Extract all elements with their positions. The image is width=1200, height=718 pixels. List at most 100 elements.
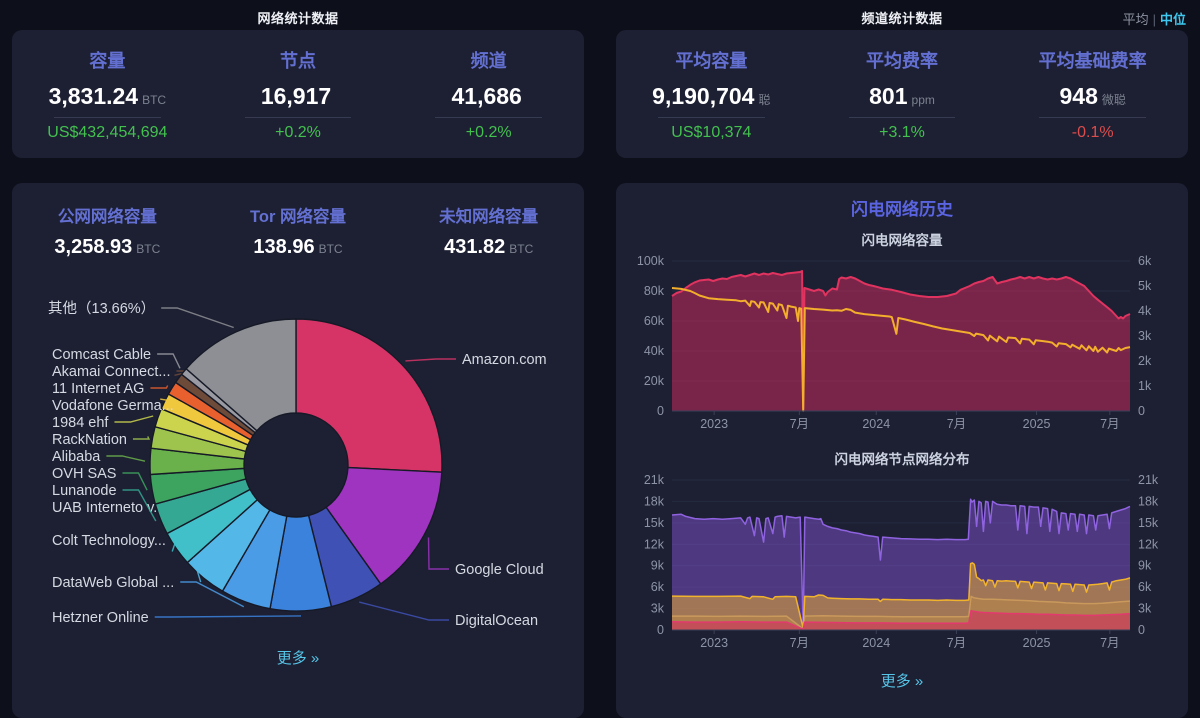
stat-secondary: US$432,454,694 xyxy=(47,123,168,141)
stat-label: Tor 网络容量 xyxy=(250,208,346,226)
pie-label: Colt Technology... xyxy=(52,533,166,549)
pie-callout-line xyxy=(359,601,449,621)
stat-channels: 频道 41,686 +0.2% xyxy=(393,47,584,142)
x-axis-tick: 2025 xyxy=(1023,636,1051,650)
y-axis-tick-left: 100k xyxy=(637,254,665,268)
chart-area-crimson-area xyxy=(672,271,1130,411)
y-axis-tick-right: 1k xyxy=(1138,379,1152,393)
y-axis-tick-left: 20k xyxy=(644,374,665,388)
y-axis-tick-right: 9k xyxy=(1138,559,1152,573)
stat-label: 节点 xyxy=(280,50,316,71)
y-axis-tick-right: 3k xyxy=(1138,329,1152,343)
x-axis-tick: 7月 xyxy=(790,417,809,431)
pie-callout-line xyxy=(154,615,302,618)
channel-stats-header-row: 频道统计数据 平均 | 中位 xyxy=(616,4,1188,30)
network-stats-card: 容量 3,831.24 BTC US$432,454,694 节点 16,917 … xyxy=(12,30,584,158)
pie-label: Hetzner Online xyxy=(52,610,149,626)
stat-secondary: US$10,374 xyxy=(671,123,752,141)
pie-label: 其他（13.66%） xyxy=(48,300,155,317)
stat-label: 频道 xyxy=(470,50,507,71)
pie-slice[interactable] xyxy=(325,466,443,585)
pie-callout-line xyxy=(405,358,456,362)
pie-slice[interactable] xyxy=(185,318,297,432)
divider xyxy=(435,116,543,118)
divider xyxy=(848,116,956,118)
capacity-history-chart[interactable]: 0 20k 40k 60k 80k 100k 0 1k 2k 3k 4k 5k 6k 2023 7月 2024… xyxy=(616,251,1188,439)
divider xyxy=(53,116,161,118)
x-axis-tick: 7月 xyxy=(947,417,966,431)
x-axis-tick: 2023 xyxy=(700,417,728,431)
stat-value: 16,917 xyxy=(260,82,332,109)
stat-secondary: +0.2% xyxy=(275,123,321,141)
pie-label: Lunanode xyxy=(52,483,117,499)
network-stats-header-row: 网络统计数据 xyxy=(12,4,584,30)
chart-area-crimson-area xyxy=(672,610,1130,630)
stat-secondary: +3.1% xyxy=(879,123,925,141)
stat-capacity: 容量 3,831.24 BTC US$432,454,694 xyxy=(12,47,203,142)
isp-more-link[interactable]: 更多 » xyxy=(276,650,320,667)
chart-line-purple-area xyxy=(671,498,1131,629)
y-axis-tick-right: 18k xyxy=(1138,494,1159,508)
y-axis-tick-left: 60k xyxy=(644,314,665,328)
divider xyxy=(657,116,765,118)
y-axis-tick-right: 6k xyxy=(1138,580,1152,594)
stat-unit: ppm xyxy=(911,92,935,107)
pie-slice[interactable] xyxy=(295,318,443,473)
stat-unit: BTC xyxy=(509,242,534,256)
nodes-network-chart[interactable]: 0 3k 6k 9k 12k 15k 18k 21k 0 3k 6k 9k 12k 15k 18k 21k 20… xyxy=(616,470,1188,658)
y-axis-tick-left: 18k xyxy=(644,494,665,508)
left-column: 网络统计数据 容量 3,831.24 BTC US$432,454,694 节点 … xyxy=(12,4,584,718)
nodes-chart-title: 闪电网络节点网络分布 xyxy=(834,452,970,467)
pie-label: Alibaba xyxy=(52,449,101,465)
stat-label: 平均费率 xyxy=(866,50,938,71)
x-axis-tick: 7月 xyxy=(1100,636,1119,650)
stat-unit: BTC xyxy=(142,92,167,107)
stat-value: 3,831.24 BTC xyxy=(48,82,167,109)
pie-label: OVH SAS xyxy=(52,466,116,482)
pie-label: Google Cloud xyxy=(455,562,544,578)
stat-label: 未知网络容量 xyxy=(439,208,539,226)
stat-unit: 聪 xyxy=(758,92,771,107)
stat-avg-basefee: 平均基础费率 948 微聪 -0.1% xyxy=(997,47,1188,142)
y-axis-tick-left: 80k xyxy=(644,284,665,298)
stat-clearnet-capacity: 公网网络容量 3,258.93 BTC xyxy=(12,203,203,259)
stat-avg-feerate: 平均费率 801 ppm +3.1% xyxy=(807,47,998,142)
channel-stats-card: 平均容量 9,190,704 聪 US$10,374 平均费率 801 ppm +3… xyxy=(616,30,1188,158)
pie-label: DataWeb Global ... xyxy=(52,575,174,591)
y-axis-tick-left: 6k xyxy=(651,580,665,594)
stat-nodes: 节点 16,917 +0.2% xyxy=(203,47,394,142)
pie-callout-line xyxy=(157,353,181,369)
stat-value: 138.96 BTC xyxy=(253,236,343,258)
lightning-history-card: 闪电网络历史 闪电网络容量 0 20k 40k 60k 80k 100k 0 1k 2k 3k 4k… xyxy=(616,183,1188,718)
y-axis-tick-left: 15k xyxy=(644,516,665,530)
stat-label: 容量 xyxy=(89,50,126,71)
pie-label: DigitalOcean xyxy=(455,613,538,629)
x-axis-tick: 7月 xyxy=(947,636,966,650)
stat-secondary: -0.1% xyxy=(1071,123,1114,141)
history-title: 闪电网络历史 xyxy=(851,200,953,219)
chart-line-yellow-line xyxy=(671,287,1131,412)
pie-callout-line xyxy=(161,307,234,329)
stat-tor-capacity: Tor 网络容量 138.96 BTC xyxy=(203,203,394,259)
y-axis-tick-left: 9k xyxy=(651,559,665,573)
y-axis-tick-right: 4k xyxy=(1138,304,1152,318)
chart-line-crimson-area xyxy=(671,270,1131,410)
pie-label: Comcast Cable xyxy=(52,347,151,363)
toggle-median[interactable]: 中位 xyxy=(1159,12,1186,27)
y-axis-tick-right: 15k xyxy=(1138,516,1159,530)
stat-value: 9,190,704 聪 xyxy=(652,82,771,109)
history-more-link[interactable]: 更多 » xyxy=(880,673,924,690)
divider xyxy=(244,116,352,118)
pie-callout-line xyxy=(180,581,245,608)
isp-donut-chart[interactable]: Amazon.com Google Cloud DigitalOcean Hetzne… xyxy=(12,265,584,643)
y-axis-tick-left: 0 xyxy=(657,404,664,418)
stat-secondary: +0.2% xyxy=(465,123,512,141)
pie-label: Vodafone Germa... xyxy=(52,398,174,414)
pie-callout-line xyxy=(114,415,154,423)
x-axis-tick: 7月 xyxy=(1100,417,1119,431)
y-axis-tick-right: 3k xyxy=(1138,602,1152,616)
stat-unit: BTC xyxy=(318,242,343,256)
pie-callout-line xyxy=(122,489,157,522)
toggle-average[interactable]: 平均 xyxy=(1122,12,1149,27)
y-axis-tick-right: 12k xyxy=(1138,537,1159,551)
